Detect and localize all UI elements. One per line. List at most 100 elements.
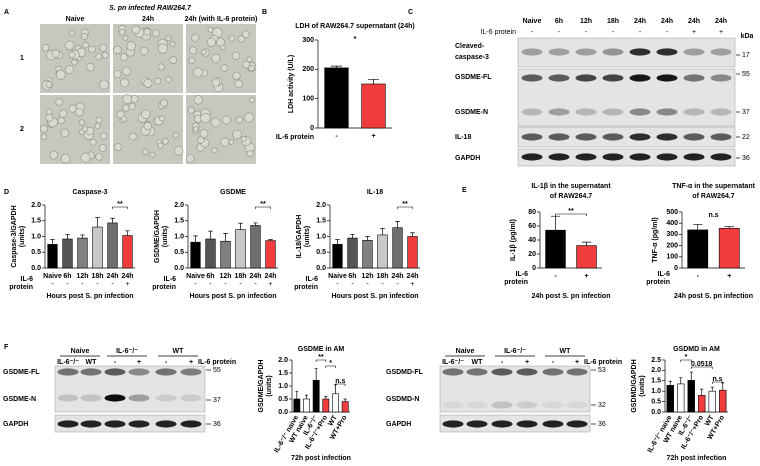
bar [235,229,246,269]
bar [708,390,716,413]
blot-band [466,368,488,376]
group-label: IL-6⁻/⁻ [116,348,138,355]
cell [51,49,60,58]
y-tick-label: 0.0 [316,265,326,272]
error-bar [550,215,561,231]
blot-label: GSDMD-N [386,396,419,403]
cell [57,116,65,125]
y-tick-label: 1.0 [651,388,661,395]
y-tick-label: 2.0 [278,357,288,364]
treatment-label: - [612,29,615,36]
bar [62,238,73,269]
blot-label: GAPDH [386,421,411,428]
cell [235,116,244,124]
treatment-label: - [531,29,534,36]
blot-band [710,108,732,116]
cell [98,144,107,152]
cell [154,77,162,85]
lane-label: 12h [580,18,592,25]
treatment-name: IL-6 [516,271,529,278]
error-bar [343,398,347,402]
lane-label: Naive [523,18,542,25]
panel-title: S. pn infected RAW264.7 [109,5,192,12]
error-bar [350,233,355,239]
x-tick-label: - [554,273,557,280]
cell [122,94,133,105]
blot-band [180,394,202,402]
blot-band [548,153,570,161]
significance-label: 0.0518 [691,361,713,368]
cell [192,126,199,133]
x-axis-label: Hours post S. pn infection [331,293,418,300]
treatment-label: - [51,281,54,288]
x-tick-label: + [584,273,588,280]
x-tick-label: 18h [376,273,388,280]
x-tick-label: 12h [76,273,88,280]
blot-band [656,133,678,141]
cell [86,62,95,72]
blot-band [683,108,705,116]
bar [361,83,386,129]
lane-label: - [552,359,555,366]
x-tick-label: 18h [91,273,103,280]
cell [248,65,255,72]
cell [193,95,203,105]
treatment-label: - [111,281,114,288]
cell [232,71,241,80]
y-axis-label: GSDME/GAPDH [258,360,265,413]
blot-label: caspase-3 [455,54,489,61]
x-tick-label: 12h [219,273,231,280]
cell [220,64,229,72]
treatment-label: + [268,281,272,288]
blot-band [602,74,624,82]
blot [439,365,591,413]
blot-band [548,108,570,116]
error-bar [253,222,258,226]
x-tick-label: + [371,133,375,140]
cell [41,133,48,140]
blot-band [629,133,651,141]
blot-band [548,74,570,82]
y-axis-label: (units) [19,226,26,247]
cell [60,153,71,164]
y-axis-label: IL-18/GAPDH [296,215,303,259]
error-bar [679,377,683,384]
significance-bracket [680,359,692,362]
blot-band [602,133,624,141]
y-tick-label: 300 [302,37,314,44]
lane-label: - [165,359,168,366]
error-bar [193,235,198,243]
blot-band [155,368,177,376]
cell [157,43,168,54]
error-bar [295,390,299,399]
kda-label: 53 [598,367,606,374]
lane-label: 6h [555,18,563,25]
chart-title: GSDME in AM [298,346,345,353]
blot-band [656,74,678,82]
lane-label: WT [472,359,484,366]
y-tick-label: 0.5 [31,249,41,256]
x-tick-label: WT [327,414,339,428]
treatment-name: IL-6 [658,271,671,278]
bar [341,401,349,413]
blot-label: GSDMD-FL [386,369,424,376]
blot-band [629,48,651,56]
bar [347,237,358,269]
lane-label: IL-6⁻/⁻ [57,359,79,366]
x-tick-label: 24h [406,273,418,280]
chart-title: GSDME [220,189,246,196]
cell [81,125,89,133]
cell [188,57,196,65]
blot [439,414,591,433]
cell [185,154,195,164]
treatment-name: IL-6 protein [198,359,236,366]
y-tick-label: 20 [528,251,536,258]
blot-band [80,420,102,428]
bar [698,395,706,413]
y-tick-label: 0.5 [316,249,326,256]
y-tick-label: 1.5 [31,218,41,225]
cell [114,143,122,151]
cell [41,44,50,52]
treatment-name: protein [294,284,318,291]
blot [517,126,736,148]
